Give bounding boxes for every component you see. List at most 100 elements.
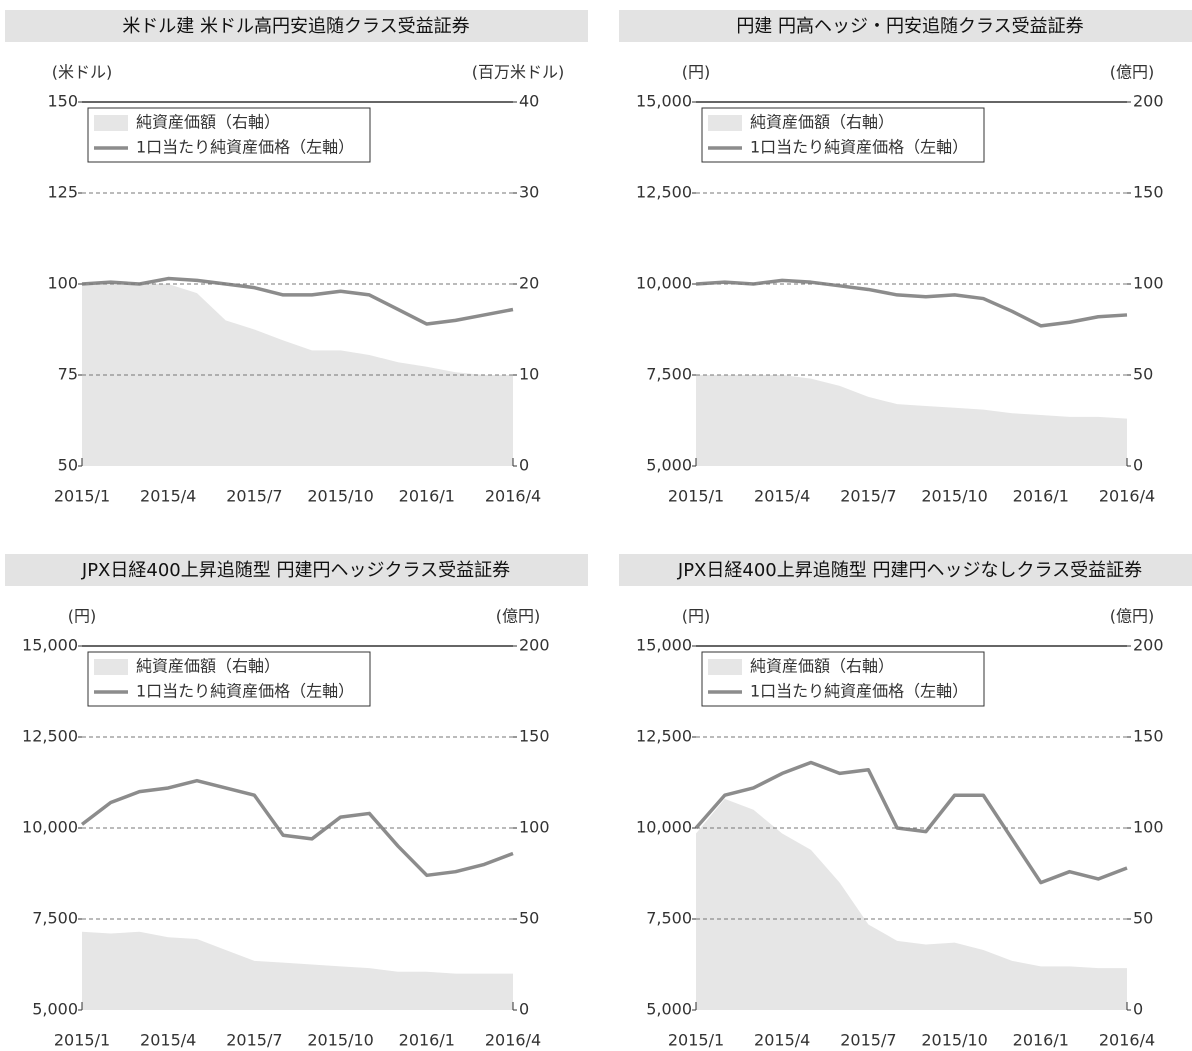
legend-swatch — [94, 115, 128, 131]
x-tick-label: 2015/4 — [754, 1031, 810, 1050]
x-tick-label: 2015/10 — [921, 1031, 987, 1050]
y-tick-label: 12,500 — [636, 183, 692, 202]
title-bar — [619, 10, 1192, 42]
chart-title: 米ドル建 米ドル高円安追随クラス受益証券 — [122, 16, 469, 37]
line — [80, 778, 514, 878]
title-bar — [5, 554, 588, 586]
x-tick-label: 2015/7 — [840, 487, 896, 506]
title-bar — [619, 554, 1192, 586]
legend-box — [87, 651, 371, 707]
y-tick-label: 125 — [47, 183, 78, 202]
y-axis-unit: (米ドル) — [52, 63, 113, 82]
x-tick-label: 2016/1 — [399, 487, 455, 506]
legend-label: 純資産価額（右軸） — [750, 657, 894, 676]
chart-title: 円建 円高ヘッジ・円安追随クラス受益証券 — [736, 16, 1083, 37]
y2-axis-unit: (億円) — [1110, 63, 1155, 82]
y-tick-label: 5,000 — [32, 1000, 78, 1019]
x-tick-label: 2015/7 — [226, 1031, 282, 1050]
y2-tick-label: 200 — [1133, 636, 1164, 655]
legend-label: 純資産価額（右軸） — [136, 657, 280, 676]
y-tick-label: 100 — [47, 274, 78, 293]
x-tick-label: 2016/1 — [1013, 487, 1069, 506]
y2-tick-label: 200 — [519, 636, 550, 655]
y-tick-label: 75 — [58, 365, 78, 384]
y-tick-label: 50 — [58, 456, 78, 475]
x-tick-label: 2016/4 — [485, 1031, 541, 1050]
y2-axis-unit: (億円) — [1110, 607, 1155, 626]
x-tick-label: 2016/4 — [1099, 1031, 1155, 1050]
y2-tick-label: 0 — [1133, 1000, 1143, 1019]
legend-swatch — [94, 659, 128, 675]
y2-tick-label: 150 — [519, 727, 550, 746]
x-tick-label: 2016/4 — [485, 487, 541, 506]
y2-tick-label: 10 — [519, 365, 539, 384]
y-axis-unit: (円) — [682, 607, 711, 626]
x-tick-label: 2015/1 — [54, 1031, 110, 1050]
y-tick-label: 12,500 — [636, 727, 692, 746]
x-tick-label: 2016/1 — [1013, 1031, 1069, 1050]
title-bar — [5, 10, 588, 42]
y-tick-label: 15,000 — [636, 92, 692, 111]
x-tick-label: 2015/10 — [307, 1031, 373, 1050]
x-tick-label: 2015/1 — [668, 1031, 724, 1050]
y-tick-label: 12,500 — [22, 727, 78, 746]
y-tick-label: 15,000 — [636, 636, 692, 655]
x-tick-label: 2015/10 — [921, 487, 987, 506]
y-axis-unit: (円) — [682, 63, 711, 82]
y2-tick-label: 30 — [519, 183, 539, 202]
y2-tick-label: 100 — [519, 818, 550, 837]
x-tick-label: 2015/4 — [754, 487, 810, 506]
x-tick-label: 2015/7 — [226, 487, 282, 506]
y-tick-label: 10,000 — [636, 274, 692, 293]
line — [695, 278, 1128, 328]
y2-tick-label: 50 — [1133, 365, 1153, 384]
x-tick-label: 2015/4 — [140, 1031, 196, 1050]
legend-label: 1口当たり純資産価格（左軸） — [136, 682, 354, 701]
legend-label: 純資産価額（右軸） — [750, 113, 894, 132]
y-tick-label: 7,500 — [32, 909, 78, 928]
x-tick-label: 2015/10 — [307, 487, 373, 506]
legend-label: 純資産価額（右軸） — [136, 113, 280, 132]
y2-tick-label: 200 — [1133, 92, 1164, 111]
area — [696, 375, 1127, 466]
y2-axis-unit: (億円) — [496, 607, 541, 626]
y-tick-label: 10,000 — [636, 818, 692, 837]
legend-swatch — [708, 659, 742, 675]
legend-swatch — [708, 115, 742, 131]
y2-tick-label: 150 — [1133, 727, 1164, 746]
line — [694, 760, 1128, 885]
y-tick-label: 5,000 — [646, 1000, 692, 1019]
y-tick-label: 10,000 — [22, 818, 78, 837]
y-tick-label: 7,500 — [646, 909, 692, 928]
line — [81, 276, 514, 326]
x-tick-label: 2015/4 — [140, 487, 196, 506]
legend-box — [701, 651, 985, 707]
y2-tick-label: 150 — [1133, 183, 1164, 202]
y-tick-label: 5,000 — [646, 456, 692, 475]
chart-title: JPX日経400上昇追随型 円建円ヘッジなしクラス受益証券 — [677, 560, 1142, 581]
legend-label: 1口当たり純資産価格（左軸） — [750, 138, 968, 157]
y2-tick-label: 0 — [519, 1000, 529, 1019]
x-tick-label: 2016/4 — [1099, 487, 1155, 506]
area — [82, 931, 513, 1010]
x-tick-label: 2015/1 — [668, 487, 724, 506]
area — [696, 798, 1127, 1010]
y2-tick-label: 20 — [519, 274, 539, 293]
y-tick-label: 150 — [47, 92, 78, 111]
area — [82, 284, 513, 466]
legend-label: 1口当たり純資産価格（左軸） — [750, 682, 968, 701]
legend-box — [87, 107, 371, 163]
legend-box — [701, 107, 985, 163]
y2-tick-label: 40 — [519, 92, 539, 111]
y-tick-label: 15,000 — [22, 636, 78, 655]
y-tick-label: 7,500 — [646, 365, 692, 384]
y2-axis-unit: (百万米ドル) — [472, 63, 565, 82]
chart-title: JPX日経400上昇追随型 円建円ヘッジクラス受益証券 — [81, 560, 510, 581]
y-axis-unit: (円) — [68, 607, 97, 626]
x-tick-label: 2015/1 — [54, 487, 110, 506]
y2-tick-label: 0 — [1133, 456, 1143, 475]
y2-tick-label: 100 — [1133, 818, 1164, 837]
x-tick-label: 2015/7 — [840, 1031, 896, 1050]
y2-tick-label: 50 — [1133, 909, 1153, 928]
